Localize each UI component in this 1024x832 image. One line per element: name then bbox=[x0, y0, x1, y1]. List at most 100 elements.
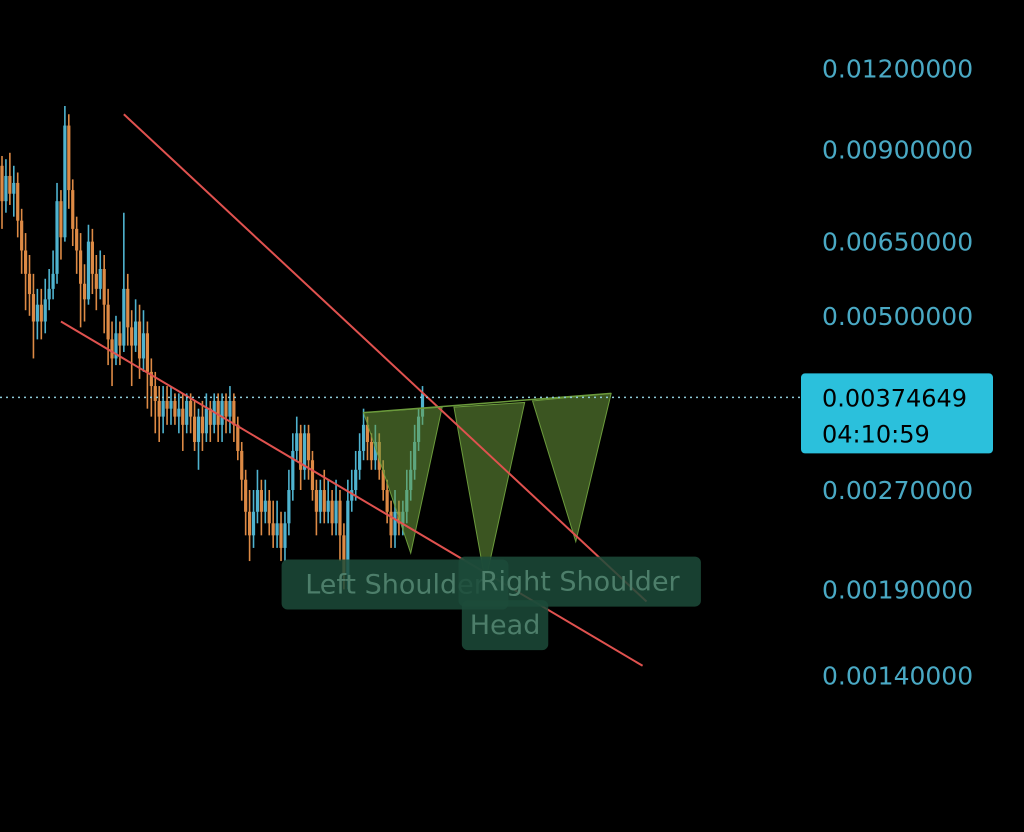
right-shoulder-label[interactable]: Right Shoulder bbox=[458, 556, 701, 607]
candle bbox=[361, 408, 366, 461]
candle bbox=[126, 273, 130, 346]
candle-body bbox=[279, 523, 283, 548]
candle bbox=[299, 424, 303, 491]
left-shoulder-label-text: Left Shoulder bbox=[305, 569, 486, 600]
candle bbox=[200, 400, 205, 451]
candle-body bbox=[67, 125, 71, 191]
candle-body bbox=[216, 400, 220, 425]
candle-body bbox=[149, 371, 153, 387]
candle-body bbox=[236, 424, 240, 451]
candle-body bbox=[244, 479, 248, 512]
candle-body bbox=[263, 500, 267, 512]
candle-body bbox=[94, 273, 98, 289]
current-price-pill[interactable]: 0.00374649 04:10:59 bbox=[801, 373, 993, 454]
candle-body bbox=[200, 416, 205, 434]
candle bbox=[204, 393, 208, 442]
candle-body bbox=[342, 535, 346, 575]
candle-body bbox=[114, 333, 118, 359]
candle-body bbox=[228, 400, 232, 417]
candle-body bbox=[326, 500, 330, 512]
candle bbox=[267, 490, 271, 536]
candle bbox=[75, 216, 79, 274]
candle bbox=[314, 479, 318, 536]
candle-body bbox=[385, 490, 389, 512]
candle bbox=[90, 228, 94, 295]
candle-body bbox=[55, 201, 59, 274]
candle-body bbox=[291, 450, 295, 491]
candle-body bbox=[338, 500, 342, 536]
candle-body bbox=[346, 500, 350, 575]
candle bbox=[208, 400, 212, 442]
candle bbox=[12, 165, 16, 217]
head-label[interactable]: Head bbox=[461, 600, 549, 651]
candle-body bbox=[393, 511, 397, 536]
candle-body bbox=[255, 490, 260, 512]
price-tick-label: 0.00270000 bbox=[822, 476, 973, 505]
candle-body bbox=[267, 500, 271, 524]
candle bbox=[4, 159, 8, 213]
candle bbox=[47, 269, 51, 311]
candle-body bbox=[137, 321, 142, 359]
candle-body bbox=[354, 469, 358, 491]
candle-body bbox=[31, 294, 36, 322]
candle bbox=[232, 393, 236, 442]
candle-body bbox=[192, 416, 197, 442]
candle-body bbox=[8, 175, 12, 194]
candle bbox=[228, 386, 232, 434]
candle-body bbox=[20, 220, 24, 251]
candle bbox=[59, 190, 63, 260]
candle bbox=[157, 386, 161, 442]
candle bbox=[181, 393, 185, 451]
candle-body bbox=[334, 500, 338, 524]
candle-body bbox=[4, 175, 8, 202]
candle-body bbox=[47, 288, 51, 300]
candle bbox=[0, 155, 4, 229]
candle-body bbox=[75, 228, 79, 251]
candle-body bbox=[169, 400, 173, 409]
candle-countdown: 04:10:59 bbox=[822, 420, 930, 448]
candle-body bbox=[373, 441, 377, 461]
candle bbox=[94, 254, 98, 311]
candle bbox=[291, 433, 295, 501]
candle-body bbox=[12, 182, 16, 194]
candle bbox=[106, 288, 110, 366]
candle bbox=[287, 469, 291, 536]
candle-body bbox=[185, 400, 189, 425]
candle bbox=[306, 424, 311, 480]
candle bbox=[141, 310, 146, 372]
candle bbox=[334, 479, 338, 536]
candle-body bbox=[350, 490, 354, 501]
candle-body bbox=[82, 283, 87, 300]
candle-body bbox=[122, 288, 126, 346]
candle bbox=[20, 208, 24, 274]
candle-body bbox=[224, 400, 228, 417]
candle bbox=[43, 278, 47, 334]
candle-body bbox=[271, 523, 275, 536]
candle-body bbox=[90, 241, 94, 274]
candle-body bbox=[161, 400, 165, 417]
candle bbox=[35, 288, 39, 340]
candle bbox=[326, 479, 330, 524]
candle bbox=[279, 511, 283, 562]
candle-body bbox=[275, 523, 279, 536]
candle bbox=[244, 469, 248, 536]
candle-body bbox=[204, 408, 208, 434]
left-shoulder-label[interactable]: Left Shoulder bbox=[281, 559, 509, 610]
candle bbox=[122, 212, 126, 352]
upper-trendline[interactable] bbox=[123, 113, 648, 603]
candle-body bbox=[153, 386, 157, 401]
candle bbox=[271, 500, 275, 548]
candle-body bbox=[63, 125, 67, 238]
candle-body bbox=[130, 327, 134, 346]
candle bbox=[338, 490, 342, 562]
candle bbox=[118, 321, 122, 366]
candle bbox=[310, 450, 315, 501]
candle bbox=[161, 386, 165, 434]
candle bbox=[369, 433, 374, 470]
candle bbox=[330, 490, 334, 536]
candle bbox=[23, 233, 28, 311]
candle-body bbox=[196, 416, 201, 442]
candle-body bbox=[106, 304, 110, 340]
neckline[interactable] bbox=[363, 392, 612, 414]
candle bbox=[31, 273, 36, 359]
